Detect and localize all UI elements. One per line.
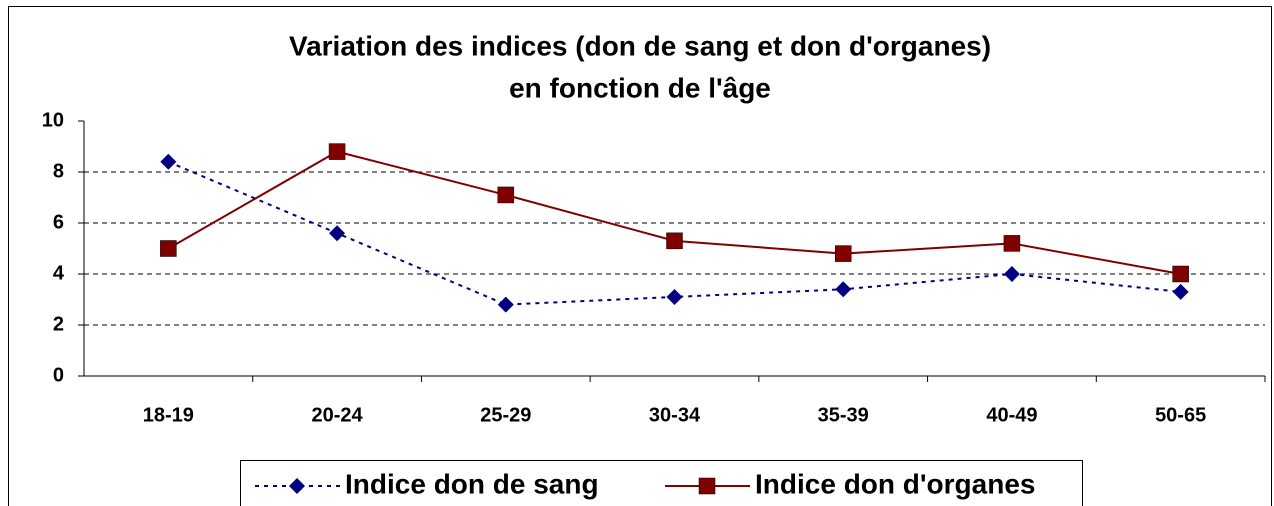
x-tick-label: 40-49: [986, 404, 1037, 426]
legend-label: Indice don d'organes: [755, 468, 1035, 499]
y-tick-label: 8: [53, 160, 64, 182]
marker: [160, 240, 177, 257]
legend-label: Indice don de sang: [345, 468, 599, 499]
x-tick-label: 30-34: [649, 404, 701, 426]
marker: [289, 478, 305, 494]
marker: [834, 245, 852, 262]
marker: [1172, 265, 1189, 283]
marker: [497, 186, 515, 204]
chart-border: [8, 6, 1272, 506]
y-tick-label: 6: [53, 211, 64, 233]
y-tick-label: 0: [53, 364, 64, 386]
marker: [666, 288, 683, 305]
x-tick-label: 20-24: [311, 404, 363, 426]
marker: [1003, 266, 1020, 282]
legend-box: [240, 460, 1083, 506]
x-tick-label: 35-39: [818, 404, 869, 426]
x-tick-label: 50-65: [1155, 404, 1206, 426]
marker: [1172, 283, 1189, 300]
x-tick-label: 18-19: [143, 404, 194, 426]
marker: [666, 232, 683, 250]
marker: [160, 153, 177, 170]
marker: [328, 143, 346, 160]
marker: [497, 296, 514, 313]
chart-title: en fonction de l'âge: [509, 72, 771, 103]
marker: [698, 477, 716, 495]
marker: [329, 225, 346, 242]
chart-title: Variation des indices (don de sang et do…: [289, 30, 991, 61]
marker: [835, 281, 852, 298]
y-tick-label: 2: [53, 313, 64, 335]
y-tick-label: 10: [42, 109, 64, 131]
x-tick-label: 25-29: [480, 404, 531, 426]
marker: [1003, 235, 1021, 252]
y-tick-label: 4: [53, 262, 65, 284]
